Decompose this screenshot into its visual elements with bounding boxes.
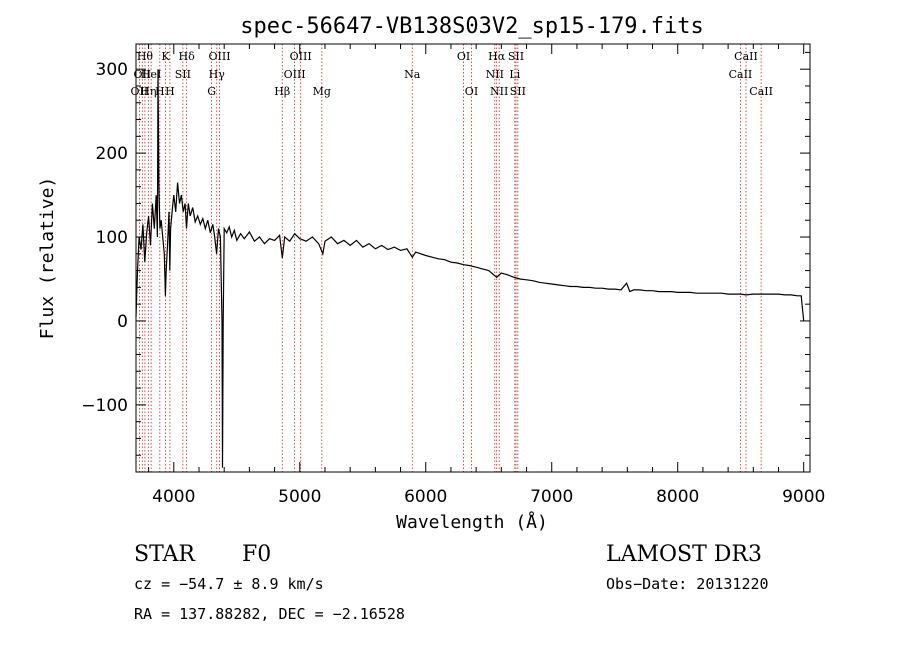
spectral-line-label: Li: [509, 68, 520, 81]
spectral-line-label: NII: [490, 85, 508, 98]
y-tick-label: 300: [96, 60, 128, 80]
spectral-line-label: Hα: [488, 50, 506, 63]
spectral-line-label: OIII: [284, 68, 306, 81]
x-tick-label: 9000: [782, 487, 825, 507]
spectral-line-label: NII: [486, 68, 504, 81]
spectral-line-label: Hγ: [209, 68, 226, 81]
y-tick-label: 200: [96, 144, 128, 164]
y-axis: −100 0 100 200 300: [81, 51, 810, 456]
x-axis: 4000 5000 6000 7000 8000 9000: [148, 44, 825, 507]
spectral-line-label: Hβ: [274, 85, 290, 98]
x-tick-label: 8000: [656, 487, 699, 507]
spectral-line-label: SII: [508, 50, 524, 63]
spectral-line-label: CaII: [734, 50, 758, 63]
spectral-line-label: OII: [133, 68, 151, 81]
spectral-line-label: CaII: [749, 85, 773, 98]
spectral-line-label: K: [161, 50, 170, 63]
object-class: STAR: [134, 542, 196, 567]
object-subclass: F0: [242, 542, 271, 567]
spectral-line-label: SII: [510, 85, 526, 98]
x-axis-label: Wavelength (Å): [396, 511, 548, 533]
coordinates-readout: RA = 137.88282, DEC = −2.16528: [134, 605, 405, 623]
spectral-line-label: Hθ: [137, 50, 154, 63]
y-tick-label: 0: [117, 312, 128, 332]
x-tick-label: 4000: [152, 487, 195, 507]
x-tick-label: 6000: [404, 487, 447, 507]
spectral-line-label: G: [207, 85, 216, 98]
spectral-line-labels: OIIOIIHθHηHeIHKHSIIHδGHγOIIIHβOIIIOIIIMg…: [131, 50, 773, 98]
spectral-line-label: OI: [457, 50, 470, 63]
spectral-line-label: Mg: [313, 85, 331, 98]
spectral-line-label: H: [165, 85, 175, 98]
spectral-line-label: CaII: [729, 68, 753, 81]
spectral-line-label: HeI: [141, 68, 161, 81]
spectral-line-label: Hη: [140, 85, 156, 98]
y-tick-label: 100: [96, 228, 128, 248]
spectrum-series-line: [135, 69, 805, 468]
spectral-line-label: OIII: [208, 50, 230, 63]
y-axis-label: Flux (relative): [37, 177, 58, 340]
survey-name: LAMOST DR3: [606, 542, 762, 567]
spectral-line-label: OIII: [290, 50, 312, 63]
spectral-line-label: OI: [465, 85, 478, 98]
plot-frame: [135, 43, 811, 473]
spectral-line-label: H: [155, 85, 165, 98]
spectral-line-label: Na: [404, 68, 421, 81]
redshift-readout: cz = −54.7 ± 8.9 km/s: [134, 575, 324, 593]
spectral-line-label: Hδ: [179, 50, 196, 63]
observation-date: Obs−Date: 20131220: [606, 575, 769, 593]
spectral-line-label: OII: [131, 85, 149, 98]
chart-title: spec-56647-VB138S03V2_sp15-179.fits: [240, 14, 704, 39]
spectral-line-markers: [139, 44, 762, 472]
y-tick-label: −100: [81, 396, 128, 416]
x-tick-label: 7000: [530, 487, 573, 507]
x-tick-label: 5000: [278, 487, 321, 507]
spectral-line-label: SII: [175, 68, 191, 81]
